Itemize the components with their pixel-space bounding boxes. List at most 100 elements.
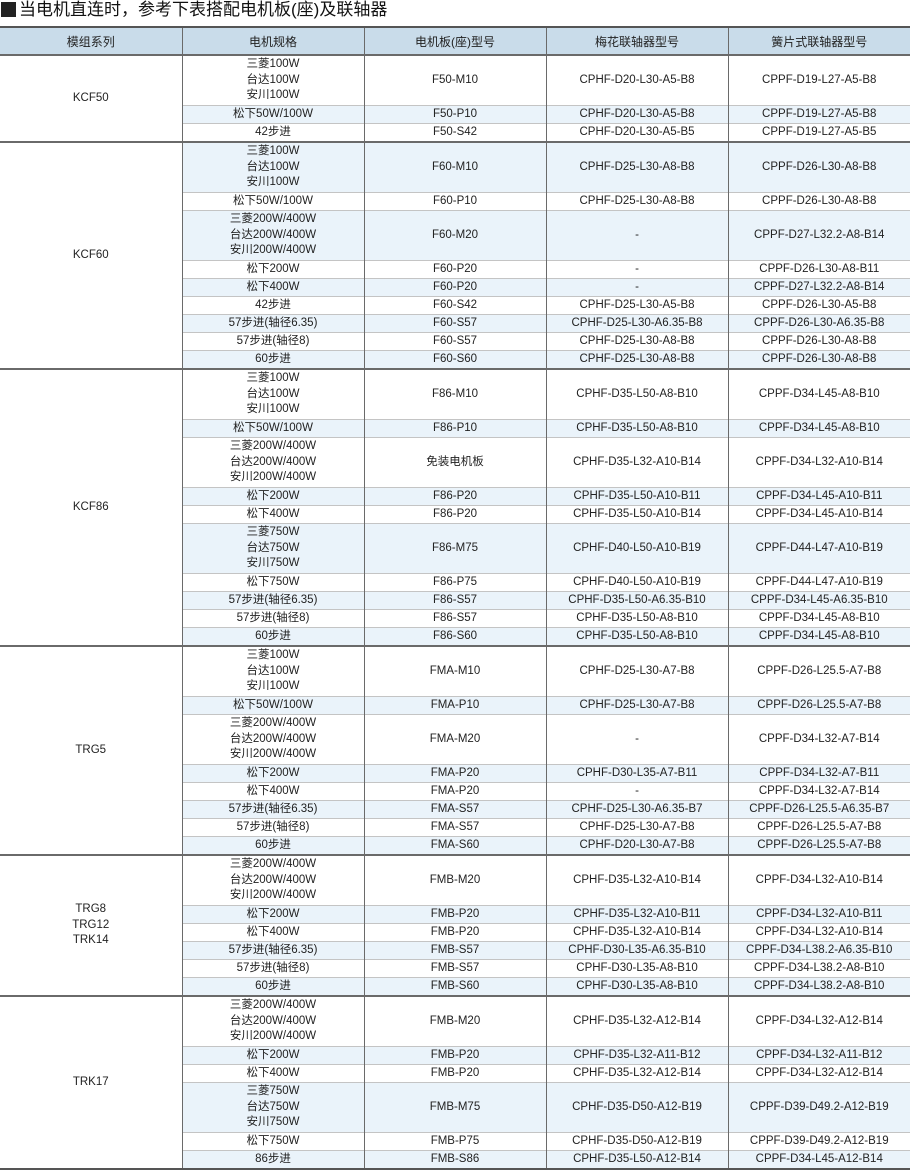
motor-spec-cell: 60步进 bbox=[181, 627, 365, 646]
motor-spec-cell: 三菱750W 台达750W 安川750W bbox=[181, 1082, 365, 1133]
header-motor-spec: 电机规格 bbox=[181, 26, 365, 56]
header-motor-plate: 电机板(座)型号 bbox=[363, 26, 547, 56]
motor-plate-cell: FMB-P20 bbox=[363, 905, 547, 924]
series-cell: KCF86 bbox=[0, 368, 183, 646]
plum-coupling-cell: CPHF-D25-L30-A7-B8 bbox=[545, 645, 729, 697]
motor-spec-line: 台达200W/400W bbox=[229, 455, 317, 468]
motor-plate-cell: F60-P10 bbox=[363, 192, 547, 211]
motor-spec-line: 安川200W/400W bbox=[229, 748, 317, 761]
table-row: 松下200W FMA-P20 CPHF-D30-L35-A7-B11 CPPF-D34… bbox=[0, 764, 910, 783]
plum-coupling-cell: CPHF-D35-D50-A12-B19 bbox=[545, 1082, 729, 1133]
table-row: TRG5 三菱100W 台达100W 安川100W FMA-M10 CPHF-D25-L3… bbox=[0, 645, 910, 855]
motor-spec-line: 三菱100W bbox=[246, 372, 300, 385]
motor-spec-line: 安川100W bbox=[246, 89, 300, 102]
motor-spec-cell: 松下750W bbox=[181, 1132, 365, 1151]
series-name: TRK17 bbox=[72, 1075, 109, 1088]
table-row: KCF86 三菱100W 台达100W 安川100W F86-M10 CPHF-D35-L… bbox=[0, 368, 910, 646]
leaf-coupling-cell: CPPF-D34-L38.2-A6.35-B10 bbox=[727, 941, 910, 960]
leaf-coupling-cell: CPPF-D26-L25.5-A7-B8 bbox=[727, 696, 910, 715]
table-row: 三菱200W/400W 台达200W/400W 安川200W/400W 免装电机板 CP… bbox=[0, 437, 910, 488]
motor-spec-cell: 57步进(轴径6.35) bbox=[181, 941, 365, 960]
leaf-coupling-cell: CPPF-D34-L32-A10-B11 bbox=[727, 905, 910, 924]
table-row: 松下400W F86-P20 CPHF-D35-L50-A10-B14 CPPF-D3… bbox=[0, 505, 910, 524]
series-cell: KCF50 bbox=[0, 54, 183, 142]
plum-coupling-cell: - bbox=[545, 782, 729, 801]
motor-spec-line: 台达100W bbox=[246, 73, 300, 86]
leaf-coupling-cell: CPPF-D34-L32-A12-B14 bbox=[727, 995, 910, 1047]
motor-plate-cell: FMB-M20 bbox=[363, 854, 547, 906]
motor-plate-cell: F86-S60 bbox=[363, 627, 547, 646]
series-name: KCF60 bbox=[72, 248, 109, 261]
series-cell: TRG8 TRG12 TRK14 bbox=[0, 854, 183, 996]
motor-plate-cell: F60-P20 bbox=[363, 260, 547, 279]
table-row: TRK17 三菱200W/400W 台达200W/400W 安川200W/400W FM… bbox=[0, 995, 910, 1169]
plum-coupling-cell: CPHF-D25-L30-A8-B8 bbox=[545, 141, 729, 193]
motor-spec-cell: 57步进(轴径8) bbox=[181, 818, 365, 837]
motor-spec-cell: 三菱750W 台达750W 安川750W bbox=[181, 523, 365, 574]
plum-coupling-cell: CPHF-D35-L50-A10-B11 bbox=[545, 487, 729, 506]
leaf-coupling-cell: CPPF-D26-L30-A8-B8 bbox=[727, 192, 910, 211]
leaf-coupling-cell: CPPF-D34-L45-A8-B10 bbox=[727, 627, 910, 646]
leaf-coupling-cell: CPPF-D26-L25.5-A7-B8 bbox=[727, 645, 910, 697]
leaf-coupling-cell: CPPF-D19-L27-A5-B8 bbox=[727, 54, 910, 106]
table-row: 86步进 FMB-S86 CPHF-D35-L50-A12-B14 CPPF-D34-… bbox=[0, 1150, 910, 1169]
table-row: 松下400W F60-P20- CPPF-D27-L32.2-A8-B14 bbox=[0, 278, 910, 297]
motor-spec-line: 台达750W bbox=[246, 541, 300, 554]
motor-plate-cell: FMB-M75 bbox=[363, 1082, 547, 1133]
motor-spec-line: 安川750W bbox=[246, 1116, 300, 1129]
motor-spec-cell: 松下200W bbox=[181, 764, 365, 783]
motor-spec-line: 台达750W bbox=[246, 1100, 300, 1113]
motor-spec-cell: 三菱100W 台达100W 安川100W bbox=[181, 645, 365, 697]
motor-spec-cell: 三菱100W 台达100W 安川100W bbox=[181, 368, 365, 420]
leaf-coupling-cell: CPPF-D34-L45-A8-B10 bbox=[727, 368, 910, 420]
plum-coupling-cell: - bbox=[545, 210, 729, 261]
motor-spec-line: 57步进(轴径8) bbox=[236, 611, 310, 624]
table-row: 松下200W FMB-P20 CPHF-D35-L32-A10-B11 CPPF-D3… bbox=[0, 905, 910, 924]
table-row: 松下200W FMB-P20 CPHF-D35-L32-A11-B12 CPPF-D3… bbox=[0, 1046, 910, 1065]
table-row: 57步进(轴径6.35) F86-S57 CPHF-D35-L50-A6.35-B1… bbox=[0, 591, 910, 610]
motor-spec-cell: 三菱200W/400W 台达200W/400W 安川200W/400W bbox=[181, 854, 365, 906]
motor-spec-line: 松下400W bbox=[246, 507, 300, 520]
motor-plate-cell: F60-S57 bbox=[363, 314, 547, 333]
leaf-coupling-cell: CPPF-D27-L32.2-A8-B14 bbox=[727, 278, 910, 297]
table-header-row: 模组系列 电机规格 电机板(座)型号 梅花联轴器型号 簧片式联轴器型号 bbox=[0, 26, 910, 56]
plum-coupling-cell: CPHF-D40-L50-A10-B19 bbox=[545, 523, 729, 574]
plum-coupling-cell: CPHF-D25-L30-A5-B8 bbox=[545, 296, 729, 315]
motor-spec-line: 三菱200W/400W bbox=[229, 858, 317, 871]
motor-spec-cell: 松下200W bbox=[181, 487, 365, 506]
leaf-coupling-cell: CPPF-D27-L32.2-A8-B14 bbox=[727, 210, 910, 261]
motor-spec-line: 松下400W bbox=[246, 784, 300, 797]
plum-coupling-cell: CPHF-D35-L50-A8-B10 bbox=[545, 419, 729, 438]
motor-plate-cell: FMB-S57 bbox=[363, 941, 547, 960]
table-row: KCF60 三菱100W 台达100W 安川100W F60-M10 CPHF-D25-L… bbox=[0, 141, 910, 369]
leaf-coupling-cell: CPPF-D26-L30-A6.35-B8 bbox=[727, 314, 910, 333]
motor-plate-cell: F50-P10 bbox=[363, 105, 547, 124]
motor-spec-line: 三菱200W/400W bbox=[229, 999, 317, 1012]
motor-spec-cell: 松下50W/100W bbox=[181, 192, 365, 211]
motor-spec-cell: 86步进 bbox=[181, 1150, 365, 1169]
motor-spec-cell: 57步进(轴径6.35) bbox=[181, 591, 365, 610]
motor-spec-line: 松下400W bbox=[246, 280, 300, 293]
plum-coupling-cell: CPHF-D35-L32-A10-B14 bbox=[545, 854, 729, 906]
motor-spec-line: 松下200W bbox=[246, 907, 300, 920]
table-row: 三菱750W 台达750W 安川750W FMB-M75 CPHF-D35-D50-A1… bbox=[0, 1082, 910, 1133]
plum-coupling-cell: CPHF-D35-D50-A12-B19 bbox=[545, 1132, 729, 1151]
motor-spec-line: 松下50W/100W bbox=[233, 107, 313, 120]
plum-coupling-cell: - bbox=[545, 260, 729, 279]
motor-spec-line: 三菱200W/400W bbox=[229, 440, 317, 453]
section-title-text: 当电机直连时，参考下表搭配电机板(座)及联轴器 bbox=[19, 0, 388, 19]
plum-coupling-cell: - bbox=[545, 714, 729, 765]
leaf-coupling-cell: CPPF-D26-L30-A8-B8 bbox=[727, 350, 910, 369]
plum-coupling-cell: - bbox=[545, 278, 729, 297]
leaf-coupling-cell: CPPF-D34-L45-A8-B10 bbox=[727, 419, 910, 438]
leaf-coupling-cell: CPPF-D44-L47-A10-B19 bbox=[727, 523, 910, 574]
table-row: 57步进(轴径6.35) F60-S57 CPHF-D25-L30-A6.35-B8… bbox=[0, 314, 910, 333]
motor-plate-cell: FMB-P20 bbox=[363, 1046, 547, 1065]
leaf-coupling-cell: CPPF-D34-L38.2-A8-B10 bbox=[727, 959, 910, 978]
motor-spec-line: 三菱100W bbox=[246, 58, 300, 71]
motor-spec-cell: 三菱200W/400W 台达200W/400W 安川200W/400W bbox=[181, 210, 365, 261]
leaf-coupling-cell: CPPF-D26-L25.5-A6.35-B7 bbox=[727, 800, 910, 819]
table-row: 松下200W F86-P20 CPHF-D35-L50-A10-B11 CPPF-D3… bbox=[0, 487, 910, 506]
motor-plate-cell: FMA-M20 bbox=[363, 714, 547, 765]
plum-coupling-cell: CPHF-D40-L50-A10-B19 bbox=[545, 573, 729, 592]
